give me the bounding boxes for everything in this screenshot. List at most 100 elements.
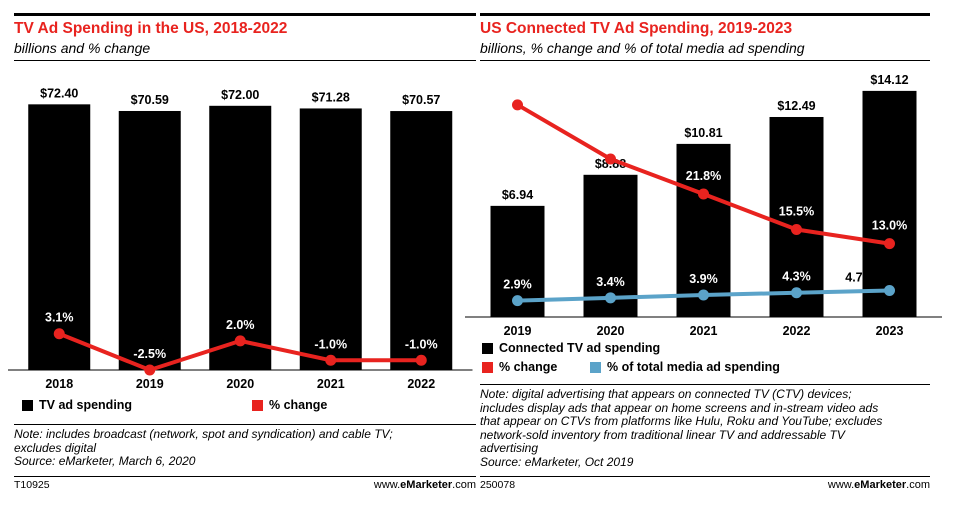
series-point-label: 4.3%: [782, 270, 811, 284]
bar-value-label: $12.49: [777, 99, 815, 113]
label-leader-line: [874, 297, 888, 304]
x-tick-label: 2018: [45, 377, 73, 391]
legend-swatch: [22, 399, 33, 411]
legend-item-percent-total-media: % of total media ad spending: [590, 360, 780, 374]
series-point-label: 28.0%: [593, 134, 628, 148]
legend-label: % change: [269, 398, 328, 412]
series-point-label: 2.9%: [503, 278, 532, 292]
note-line: includes display ads that appear on home…: [480, 400, 879, 415]
series-point: [415, 354, 427, 366]
bar-value-label: $70.59: [131, 93, 169, 107]
note-line: advertising: [480, 441, 539, 455]
emarketer-logo: www.eMarketer.com: [373, 479, 476, 491]
bar-value-label: $6.94: [502, 188, 533, 202]
bar-value-label: $72.40: [40, 86, 78, 100]
chart-note: Note: includes broadcast (network, spot …: [14, 427, 476, 469]
series-point: [144, 364, 156, 376]
note-line: network-sold inventory from traditional …: [480, 427, 845, 442]
legend-label: % change: [499, 360, 558, 374]
legend-swatch: [590, 361, 601, 373]
top-rule: [480, 13, 930, 16]
series-point-label: 3.4%: [596, 275, 625, 289]
series-point-label: -1.0%: [314, 337, 347, 351]
bar-value-label: $10.81: [684, 126, 722, 140]
chart-subtitle: billions and % change: [14, 40, 151, 56]
chart-subtitle: billions, % change and % of total media …: [480, 40, 805, 56]
legend-label: Connected TV ad spending: [499, 341, 661, 355]
series-point-label: 4.7%: [845, 270, 874, 284]
bar-2021: [299, 108, 362, 370]
series-point-label: -1.0%: [405, 337, 438, 351]
note-line: Note: includes broadcast (network, spot …: [14, 427, 393, 441]
x-tick-label: 2021: [690, 324, 718, 338]
bar-2020: [209, 105, 272, 371]
note-divider: [480, 384, 930, 385]
x-tick-label: 2023: [876, 324, 904, 338]
source-line: Source: eMarketer, March 6, 2020: [14, 454, 196, 468]
series-point-label: 13.0%: [872, 219, 907, 233]
series-point: [605, 153, 616, 165]
chart-title: TV Ad Spending in the US, 2018-2022: [14, 20, 288, 37]
series-point-label: 21.8%: [686, 169, 721, 183]
x-tick-label: 2022: [407, 377, 435, 391]
chart-note: Note: digital advertising that appears o…: [480, 387, 930, 469]
x-tick-label: 2022: [783, 324, 811, 338]
chart-panel-connected-tv: US Connected TV Ad Spending, 2019-2023 b…: [465, 0, 942, 514]
series-point-label: 15.5%: [779, 205, 814, 219]
bar-2022: [769, 116, 824, 318]
title-divider: [14, 60, 476, 61]
bar-2018: [28, 104, 91, 370]
title-divider: [480, 60, 930, 61]
legend-item-percent-change: % change: [482, 360, 557, 374]
series-point-label: 3.1%: [45, 311, 74, 325]
footer-divider: [480, 476, 930, 477]
series-point: [512, 295, 523, 307]
bar-2022: [390, 111, 453, 370]
bar-value-label: $71.28: [312, 90, 350, 104]
legend-item-ctv-spending: Connected TV ad spending: [482, 341, 660, 355]
legend-item-tv-ad-spending: TV ad spending: [22, 398, 132, 412]
bar-value-label: $14.12: [870, 73, 908, 87]
legend-label: % of total media ad spending: [607, 360, 780, 374]
x-tick-label: 2019: [504, 324, 532, 338]
series-point-label: -2.5%: [133, 347, 166, 361]
chart-plot-connected-tv: $6.94$8.88$10.81$12.49$14.12201920202021…: [465, 73, 942, 338]
chart-plot-tv-ad-spending: $72.40 $70.59 $72.00 $71.28 $70.57 2018 2019 20…: [8, 86, 473, 391]
chart-id: 250078: [480, 479, 516, 491]
note-line: excludes digital: [14, 440, 97, 455]
series-point-label: 3.9%: [689, 272, 718, 286]
note-divider: [14, 424, 476, 425]
series-point: [53, 328, 65, 340]
chart-panel-tv-ad-spending: TV Ad Spending in the US, 2018-2022 bill…: [8, 0, 476, 514]
series-point: [791, 224, 802, 236]
series-point: [698, 289, 709, 301]
note-line: that appear on CTVs from platforms like …: [480, 414, 883, 428]
bar-value-label: $72.00: [221, 88, 259, 102]
series-point: [884, 238, 895, 250]
series-point: [234, 335, 246, 347]
series-point: [698, 188, 709, 200]
series-point-label: 37.6%: [500, 81, 535, 95]
emarketer-logo: www.eMarketer.com: [827, 479, 930, 491]
bar-2019: [118, 110, 181, 371]
series-point: [325, 354, 337, 366]
series-point: [791, 287, 802, 299]
legend-swatch: [482, 342, 493, 354]
footer-divider: [14, 476, 476, 477]
legend-swatch: [482, 361, 493, 373]
chart-id: T10925: [14, 479, 50, 491]
x-tick-label: 2020: [226, 377, 254, 391]
chart-title: US Connected TV Ad Spending, 2019-2023: [480, 20, 793, 37]
series-point-label: 2.0%: [226, 318, 255, 332]
x-tick-label: 2019: [136, 377, 164, 391]
series-point: [605, 292, 616, 304]
series-point: [884, 284, 895, 296]
legend-label: TV ad spending: [39, 398, 133, 412]
legend-item-percent-change: % change: [252, 398, 327, 412]
bar-2023: [862, 90, 917, 317]
note-line: Note: digital advertising that appears o…: [480, 387, 852, 401]
x-tick-label: 2020: [597, 324, 625, 338]
series-point: [512, 99, 523, 111]
source-line: Source: eMarketer, Oct 2019: [480, 454, 634, 469]
legend-swatch: [252, 399, 263, 411]
